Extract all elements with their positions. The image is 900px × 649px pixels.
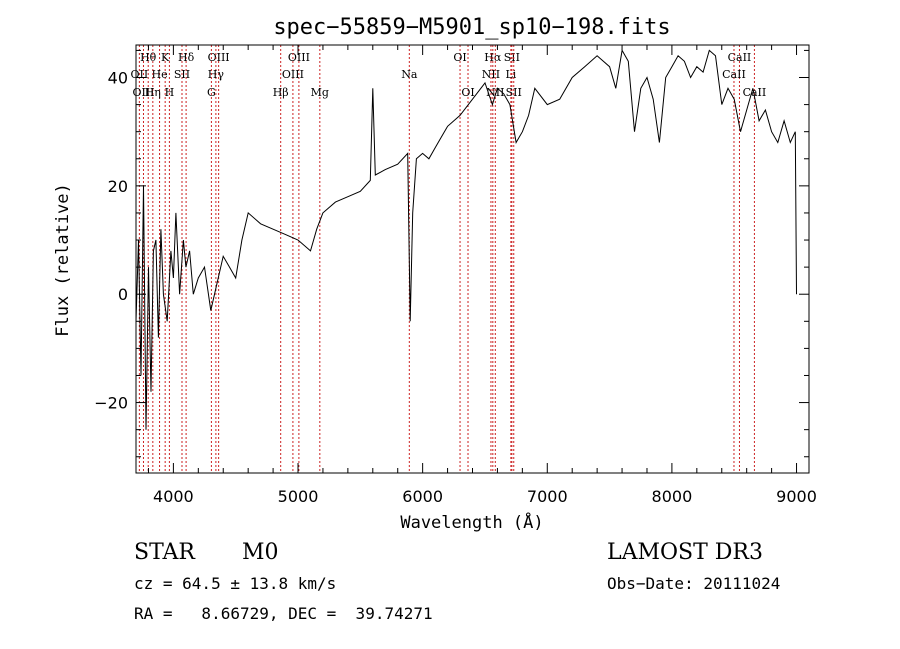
y-axis: −20 0 20 40 [94, 49, 809, 458]
line-markers: Hθ OII OIII K He Hη SII H Hδ OIII Hγ G Hβ OIII OIII Mg N… [131, 45, 767, 473]
marker-label: OIII [208, 51, 230, 64]
marker-label: CaII [722, 68, 746, 81]
y-tick-label: 20 [108, 177, 128, 196]
marker-label: Hθ [140, 51, 157, 64]
obs-date-text: Obs−Date: 20111024 [607, 574, 781, 593]
marker-label: NII [482, 68, 500, 81]
marker-label: OIII [132, 86, 154, 99]
x-tick-label: 6000 [402, 487, 443, 506]
plot-frame [135, 44, 810, 474]
marker-label: Hδ [178, 51, 195, 64]
marker-label: SII [506, 86, 522, 99]
marker-label: CaII [743, 86, 767, 99]
marker-label: OII [131, 68, 149, 81]
marker-label: Hγ [208, 68, 225, 81]
marker-label: NII [486, 86, 504, 99]
marker-label: Mg [311, 86, 329, 99]
marker-label: OI [461, 86, 474, 99]
survey-name: LAMOST DR3 [607, 540, 763, 565]
marker-label: Hα [484, 51, 502, 64]
marker-label: He [152, 68, 168, 81]
marker-label: OI [453, 51, 466, 64]
marker-label: Hη [145, 86, 161, 99]
marker-label: Na [401, 68, 418, 81]
x-axis-label: Wavelength (Å) [400, 511, 543, 533]
marker-label: K [161, 51, 170, 64]
marker-label: SII [504, 51, 520, 64]
y-tick-label: −20 [94, 394, 128, 413]
marker-label: H [165, 86, 175, 99]
x-tick-label: 4000 [153, 487, 194, 506]
marker-label: OIII [288, 51, 310, 64]
x-tick-label: 5000 [278, 487, 319, 506]
velocity-text: cz = 64.5 ± 13.8 km/s [134, 574, 337, 593]
marker-label: CaII [728, 51, 752, 64]
x-tick-label: 7000 [527, 487, 568, 506]
y-axis-label: Flux (relative) [53, 183, 73, 337]
spectrum-line [135, 48, 797, 430]
x-tick-label: 9000 [776, 487, 817, 506]
object-subclass: M0 [242, 540, 279, 565]
x-axis: 4000 5000 6000 7000 8000 9000 [147, 45, 817, 506]
marker-label: OIII [282, 68, 304, 81]
x-tick-label: 8000 [652, 487, 693, 506]
y-tick-label: 0 [118, 285, 128, 304]
marker-label: SII [174, 68, 190, 81]
object-class: STAR [134, 540, 195, 565]
y-tick-label: 40 [108, 69, 128, 88]
coordinates-text: RA = 8.66729, DEC = 39.74271 [134, 604, 433, 623]
chart-title: spec−55859−M5901_sp10−198.fits [273, 15, 670, 40]
marker-label: Li [505, 68, 516, 81]
marker-label: G [207, 86, 216, 99]
marker-label: Hβ [273, 86, 289, 99]
